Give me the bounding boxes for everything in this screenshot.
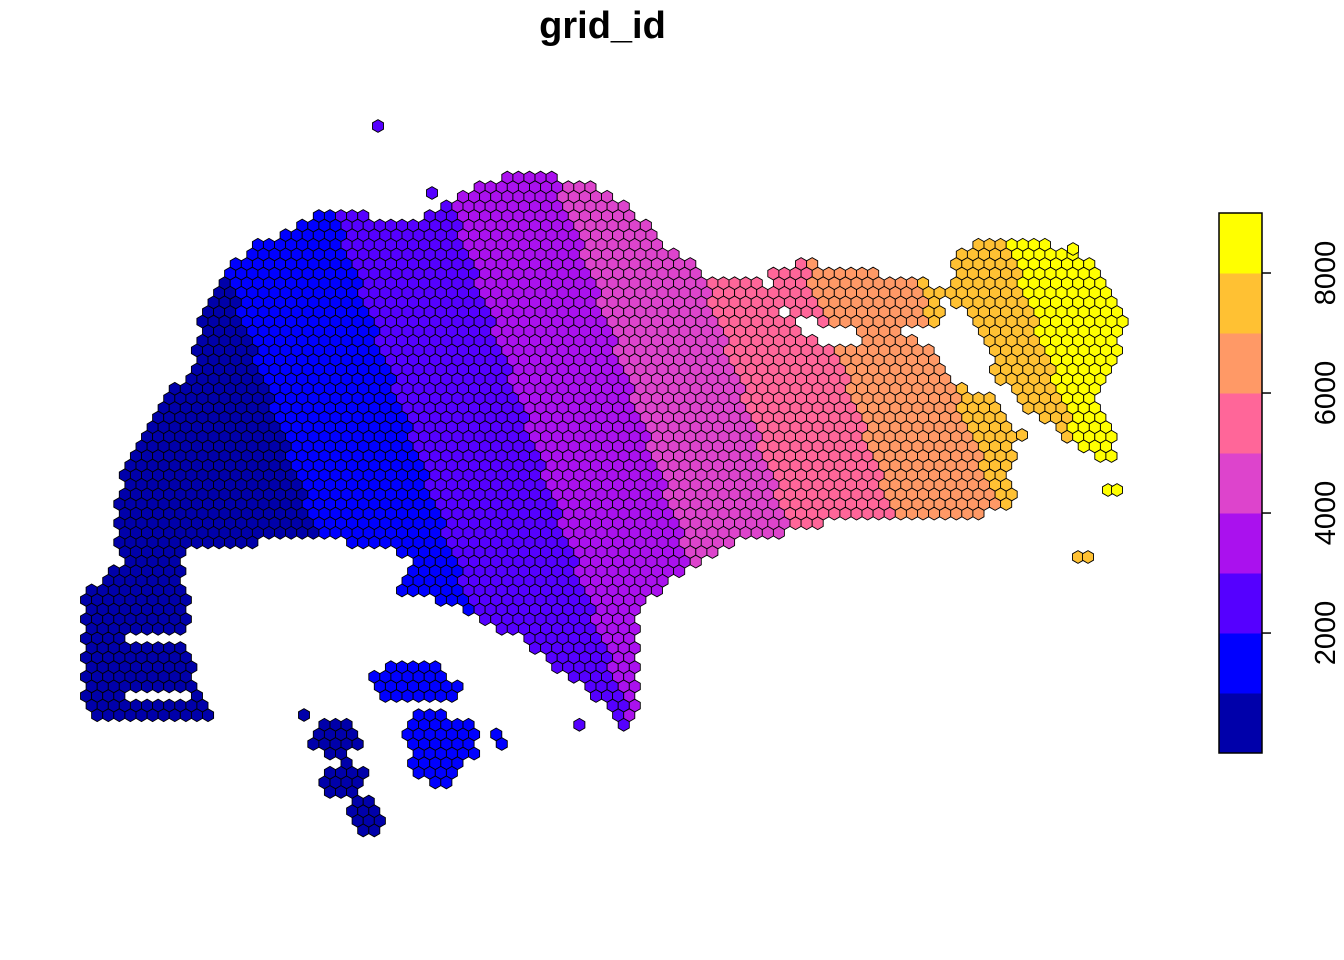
legend-axis: 2000 4000 6000 8000: [1262, 241, 1342, 666]
legend-tick-label: 8000: [1310, 241, 1342, 306]
legend-color-box: [1219, 453, 1262, 514]
map-title: grid_id: [539, 5, 666, 47]
legend-color-box: [1219, 573, 1262, 634]
legend-tick-label: 2000: [1310, 601, 1342, 666]
grid-hexagon: [928, 314, 941, 329]
legend-color-box: [1219, 393, 1262, 454]
legend-color-box: [1219, 513, 1262, 574]
legend-color-box: [1219, 333, 1262, 394]
legend-tick-label: 6000: [1310, 361, 1342, 426]
legend-color-box: [1219, 633, 1262, 694]
legend-color-box: [1219, 273, 1262, 334]
legend-tick-label: 4000: [1310, 481, 1342, 546]
legend-color-bar: [1218, 212, 1263, 754]
legend-color-box: [1219, 693, 1262, 754]
legend-color-box: [1219, 213, 1262, 274]
hexagon-grid-map: [80, 119, 1129, 838]
